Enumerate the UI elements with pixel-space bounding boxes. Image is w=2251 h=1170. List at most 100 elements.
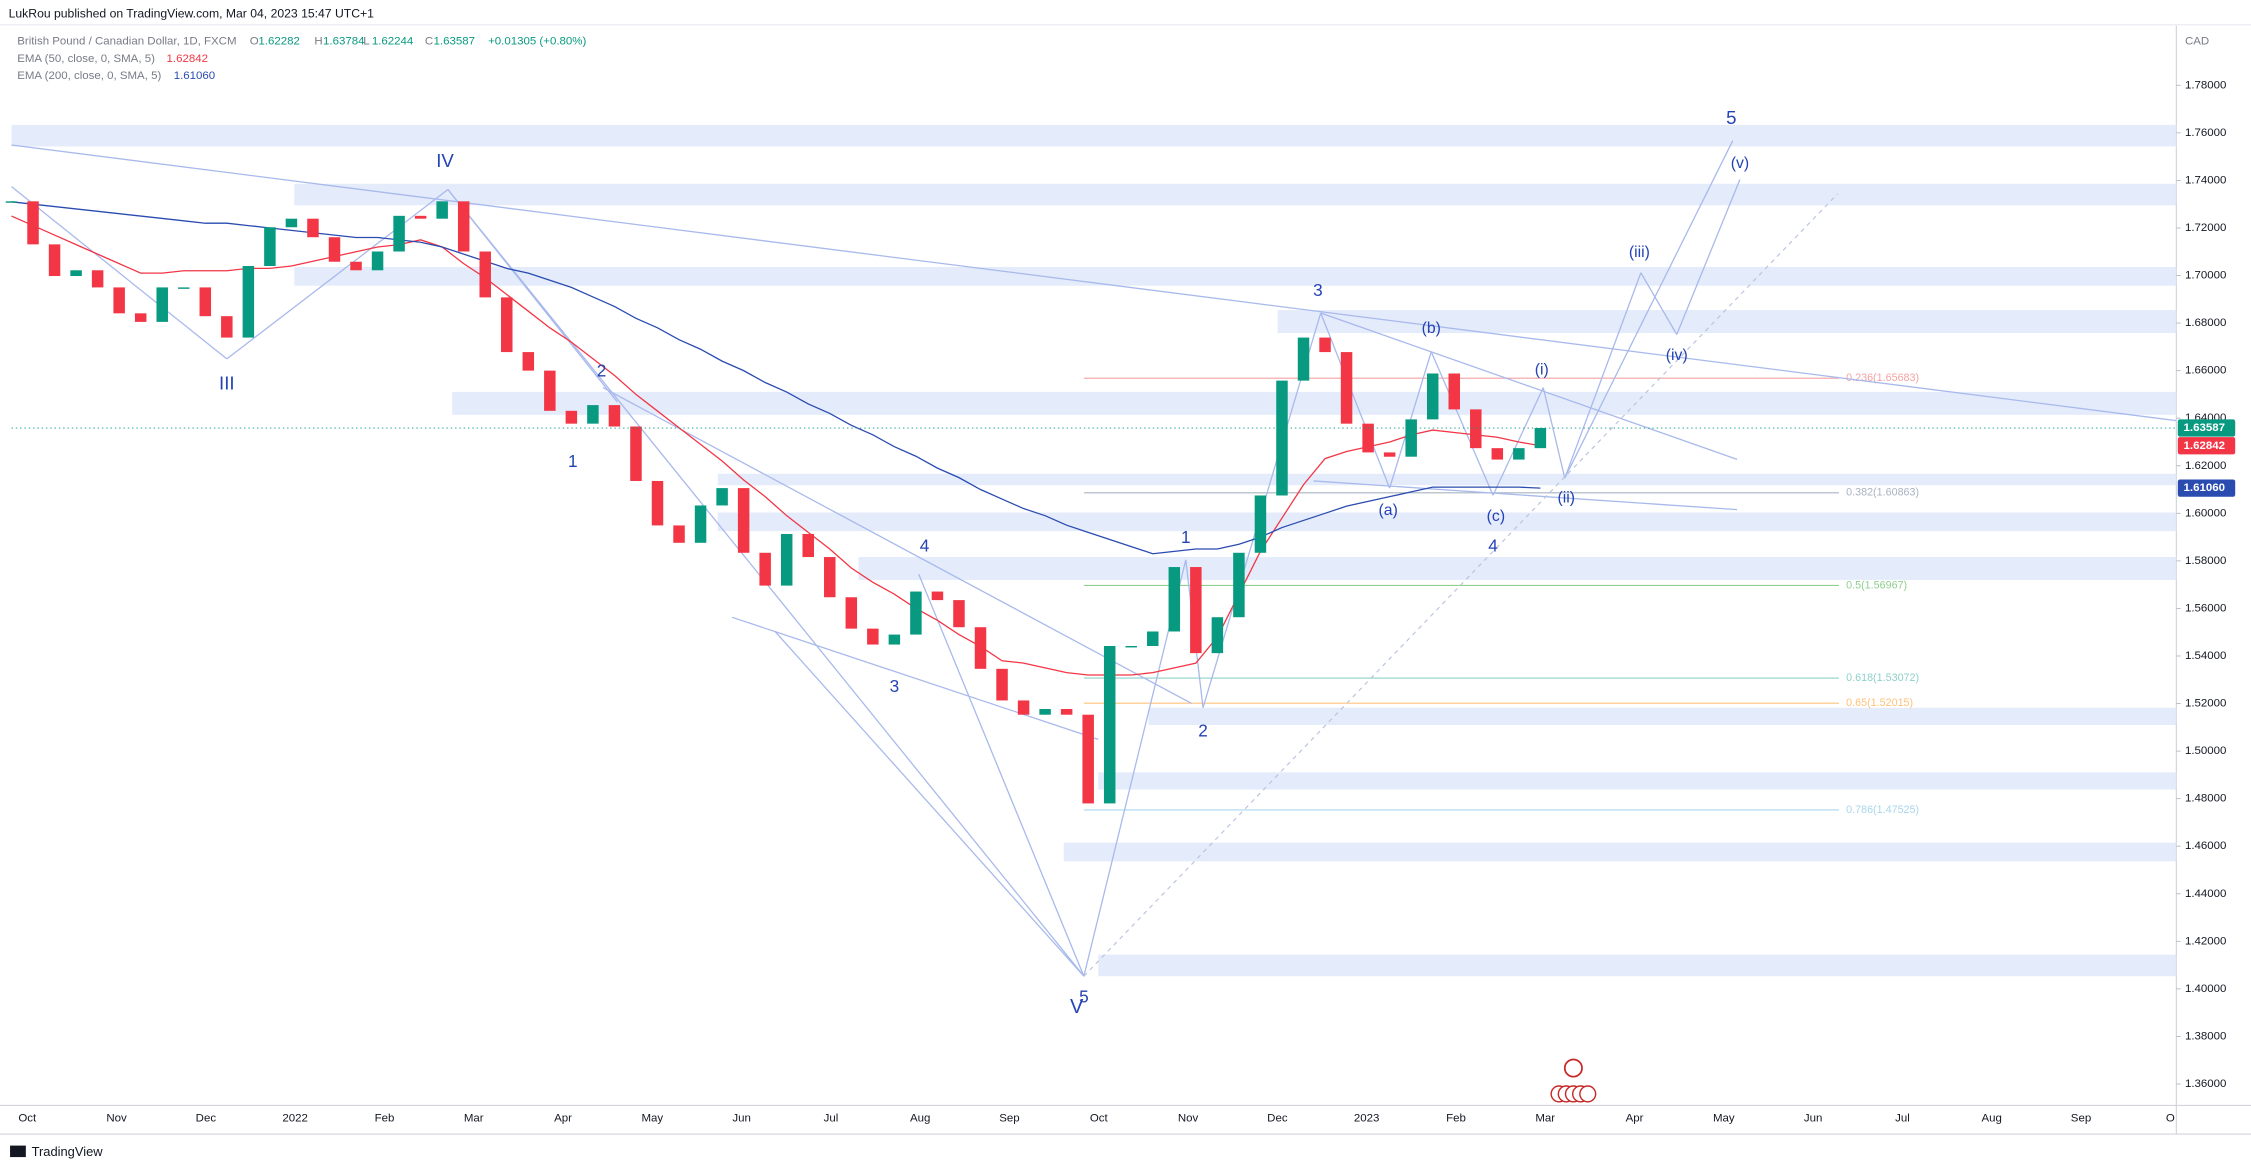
y-tick-label: 1.68000: [2185, 317, 2226, 329]
x-tick-label: Sep: [2071, 1112, 2091, 1124]
zone: [294, 267, 2177, 286]
wave-label: III: [219, 373, 235, 394]
trendline-dashed: [1083, 193, 1838, 977]
top-bar-separator: [0, 24, 2251, 26]
candle: [1211, 617, 1224, 654]
candle: [522, 352, 535, 371]
candle: [414, 215, 427, 219]
axis-unit: CAD: [2185, 36, 2209, 48]
fib-label: 0.236(1.65683): [1846, 372, 1919, 384]
trendline: [11, 186, 228, 360]
y-tick-label: 1.48000: [2185, 793, 2226, 805]
trendline: [1313, 480, 1738, 511]
y-tick-label: 1.58000: [2185, 555, 2226, 567]
candle: [1470, 409, 1482, 449]
trendline: [1640, 272, 1678, 335]
candle: [867, 628, 879, 645]
candle: [199, 287, 212, 317]
candle: [479, 251, 491, 298]
legend-name: EMA (200, close, 0, SMA, 5): [17, 70, 161, 82]
trendline: [1542, 387, 1566, 479]
candle: [1039, 709, 1051, 715]
x-tick-label: Mar: [464, 1112, 484, 1124]
candle: [1383, 452, 1396, 457]
x-tick-label: Dec: [196, 1112, 217, 1124]
trendline: [918, 573, 1085, 977]
candle: [1426, 373, 1439, 420]
event-icon: [1563, 1058, 1583, 1078]
candle: [1362, 423, 1374, 453]
wave-label: 3: [890, 676, 900, 696]
x-tick-label: Apr: [554, 1112, 572, 1124]
fib-label: 0.786(1.47525): [1846, 804, 1919, 816]
candle: [608, 405, 621, 427]
y-tick-label: 1.42000: [2185, 935, 2226, 947]
x-tick-label: Mar: [1535, 1112, 1555, 1124]
candle: [1534, 428, 1547, 449]
candle: [393, 215, 405, 252]
x-tick-label: May: [641, 1112, 663, 1124]
x-tick-label: Feb: [1446, 1112, 1466, 1124]
y-tick-label: 1.66000: [2185, 365, 2226, 377]
candle: [716, 488, 728, 506]
zone: [1277, 310, 2177, 334]
wave-label: (iii): [1629, 244, 1650, 261]
wave-label: (i): [1535, 362, 1549, 379]
candle: [221, 316, 233, 338]
candle: [1147, 631, 1159, 646]
x-tick-label: Jul: [1895, 1112, 1910, 1124]
last-price-tag-bg: [2177, 419, 2236, 437]
x-tick-label: Aug: [910, 1112, 930, 1124]
candle: [457, 201, 470, 252]
candle: [1491, 448, 1504, 460]
candle: [802, 533, 814, 558]
x-tick-label: O: [2166, 1112, 2175, 1124]
y-tick-label: 1.52000: [2185, 698, 2226, 710]
x-tick-label: 2022: [282, 1112, 308, 1124]
trendline: [1320, 312, 1738, 460]
zone: [452, 391, 2177, 415]
y-tick-label: 1.40000: [2185, 983, 2226, 995]
zone: [1098, 954, 2177, 977]
candle: [1233, 552, 1245, 618]
candle: [953, 600, 965, 628]
fib-label: 0.382(1.60863): [1846, 487, 1919, 499]
y-tick-label: 1.38000: [2185, 1030, 2226, 1042]
candle: [737, 488, 750, 553]
wave-label: V: [1070, 996, 1084, 1018]
wave-label: 2: [597, 360, 607, 380]
candle: [888, 634, 901, 645]
fib-label: 0.5(1.56967): [1846, 579, 1907, 591]
zone: [717, 512, 2177, 532]
ema-tag-bg: [2177, 437, 2236, 455]
candle: [5, 201, 18, 203]
candle: [156, 287, 168, 322]
candle: [242, 266, 255, 338]
ohlc-key: H: [314, 36, 322, 48]
wave-label: (c): [1487, 508, 1505, 525]
last-price-tag: 1.63587: [2184, 422, 2225, 434]
y-tick-label: 1.70000: [2185, 270, 2226, 282]
candle: [1405, 419, 1417, 457]
candle: [1297, 337, 1310, 381]
ohlc-value: 1.62282: [258, 36, 299, 48]
zone: [11, 124, 2177, 147]
trendline: [602, 387, 1192, 705]
candle: [780, 533, 793, 586]
x-tick-label: May: [1713, 1112, 1735, 1124]
fib-label: 0.65(1.52015): [1846, 697, 1913, 709]
wave-label: 5: [1079, 986, 1089, 1006]
candle: [673, 525, 685, 543]
trendline: [11, 144, 2177, 422]
x-tick-label: Sep: [999, 1112, 1019, 1124]
y-tick-label: 1.36000: [2185, 1078, 2226, 1090]
wave-label: 5: [1726, 107, 1736, 128]
event-icon: [1579, 1085, 1597, 1103]
candle: [1103, 645, 1116, 804]
candle: [845, 597, 858, 629]
zone: [717, 473, 2177, 486]
trendline: [1564, 140, 1734, 479]
wave-label: 4: [1488, 536, 1498, 556]
candle: [307, 218, 319, 238]
